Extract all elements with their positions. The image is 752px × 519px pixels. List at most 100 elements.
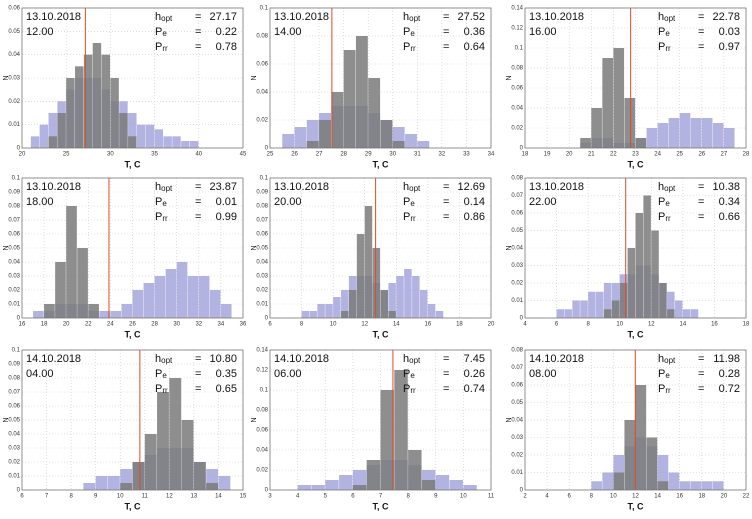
y-axis-label: N	[251, 417, 258, 422]
x-tick-label: 18	[522, 152, 529, 158]
stat-sign: =	[698, 26, 704, 38]
x-tick-label: 2	[523, 494, 527, 500]
stat-subscript: rr	[410, 44, 416, 53]
x-tick-label: 35	[151, 152, 158, 158]
y-tick-label: 0.04	[256, 90, 268, 96]
stat-name: Prr	[658, 383, 671, 395]
stat-value: 0.78	[216, 41, 237, 53]
histogram-bar	[107, 476, 120, 490]
date-label: 14.10.2018	[529, 353, 584, 365]
histogram-bar	[218, 476, 231, 490]
histogram-bar	[132, 462, 145, 490]
stat-subscript: rr	[665, 386, 671, 395]
stat-name: hopt	[155, 353, 173, 365]
histogram-bar	[181, 141, 190, 148]
y-tick-label: 0.07	[511, 193, 523, 199]
y-tick-label: 0.02	[511, 126, 523, 132]
histogram-bar	[394, 370, 408, 490]
histogram-bar	[366, 460, 381, 490]
stat-symbol: P	[658, 41, 665, 53]
histogram-bar	[421, 480, 436, 490]
y-tick-label: 0.02	[511, 281, 523, 287]
y-tick-label: 0	[520, 488, 524, 494]
y-tick-label: 0.06	[511, 86, 523, 92]
time-label: 06.00	[274, 368, 302, 380]
x-tick-label: 6	[20, 494, 24, 500]
x-tick-label: 30	[107, 152, 114, 158]
stat-value: 0.35	[216, 368, 237, 380]
histogram-bar	[404, 269, 412, 318]
x-tick-label: 32	[195, 322, 202, 328]
y-tick-label: 0.08	[256, 34, 268, 40]
histogram-bar	[348, 290, 357, 318]
stat-name: Prr	[403, 211, 416, 223]
stat-name: hopt	[658, 181, 676, 193]
x-tick-label: 12	[632, 494, 639, 500]
stat-subscript: rr	[410, 214, 416, 223]
histogram-bar	[646, 437, 658, 490]
stat-value: 0.22	[216, 26, 237, 38]
stat-symbol: h	[155, 181, 161, 193]
time-label: 18.00	[26, 196, 54, 208]
y-tick-label: 0.08	[511, 66, 523, 72]
y-tick-label: 0.07	[256, 218, 268, 224]
stat-sign: =	[443, 41, 449, 53]
histogram-bar	[301, 311, 310, 318]
stat-subscript: opt	[409, 14, 421, 23]
y-tick-label: 0.01	[256, 302, 268, 308]
y-tick-label: 0.05	[8, 246, 20, 252]
histogram-bar	[408, 450, 422, 490]
x-tick-label: 24	[107, 322, 114, 328]
histogram-bar	[55, 262, 66, 318]
x-tick-label: 25	[63, 152, 70, 158]
x-tick-label: 32	[439, 152, 446, 158]
histogram-bar	[309, 311, 317, 318]
histogram-bar	[306, 120, 319, 148]
histogram-bar	[635, 385, 647, 490]
histogram-bar	[646, 128, 658, 148]
y-tick-label: 0	[265, 146, 269, 152]
y-tick-label: 0	[17, 316, 21, 322]
x-tick-label: 4	[523, 322, 527, 328]
stat-subscript: opt	[161, 184, 173, 193]
histogram-bar	[580, 138, 591, 148]
histogram-bar	[325, 304, 333, 318]
y-tick-label: 0.05	[256, 246, 268, 252]
y-tick-label: 0.06	[8, 404, 20, 410]
y-tick-label: 0.05	[8, 418, 20, 424]
x-axis-label: T, C	[627, 329, 644, 339]
histogram-bar	[121, 304, 133, 318]
histogram-bar	[690, 118, 702, 148]
stat-subscript: e	[410, 29, 415, 38]
x-tick-label: 20	[19, 152, 26, 158]
x-tick-label: 8	[69, 494, 73, 500]
x-tick-label: 18	[698, 494, 705, 500]
x-tick-label: 9	[94, 494, 98, 500]
stat-subscript: opt	[161, 14, 173, 23]
time-label: 12.00	[26, 26, 54, 38]
plot-frame	[524, 7, 747, 149]
histogram-bar	[635, 138, 647, 148]
x-axis-label: T, C	[124, 159, 141, 169]
y-tick-label: 0.02	[511, 453, 523, 459]
stat-sign: =	[195, 181, 201, 193]
histogram-bar	[165, 269, 177, 318]
histogram-bar	[435, 311, 444, 318]
x-tick-label: 16	[19, 322, 26, 328]
stat-sign: =	[443, 353, 449, 365]
y-tick-label: 0.02	[256, 118, 268, 124]
stat-name: Pe	[403, 26, 415, 38]
y-tick-label: 0.01	[511, 470, 523, 476]
y-tick-label: 0.05	[511, 400, 523, 406]
histogram-bar	[154, 276, 166, 318]
stat-value: 7.45	[464, 353, 485, 365]
panel: 0 0.02 0.04 0.06 0.08 0.1 25 26 27 28 29 30 31 32 33 34…	[251, 6, 495, 170]
panel: 0 0.01 0.02 0.03 0.04 0.05 0.06 0.07 0.08 4 6 8 10 12…	[506, 176, 750, 340]
stat-symbol: h	[403, 11, 409, 23]
x-tick-label: 30	[389, 152, 396, 158]
histogram-bar	[596, 291, 604, 318]
stat-name: Prr	[403, 41, 416, 53]
histogram-bar	[57, 113, 66, 148]
x-tick-label: 6	[568, 494, 572, 500]
plot-frame	[21, 7, 244, 149]
